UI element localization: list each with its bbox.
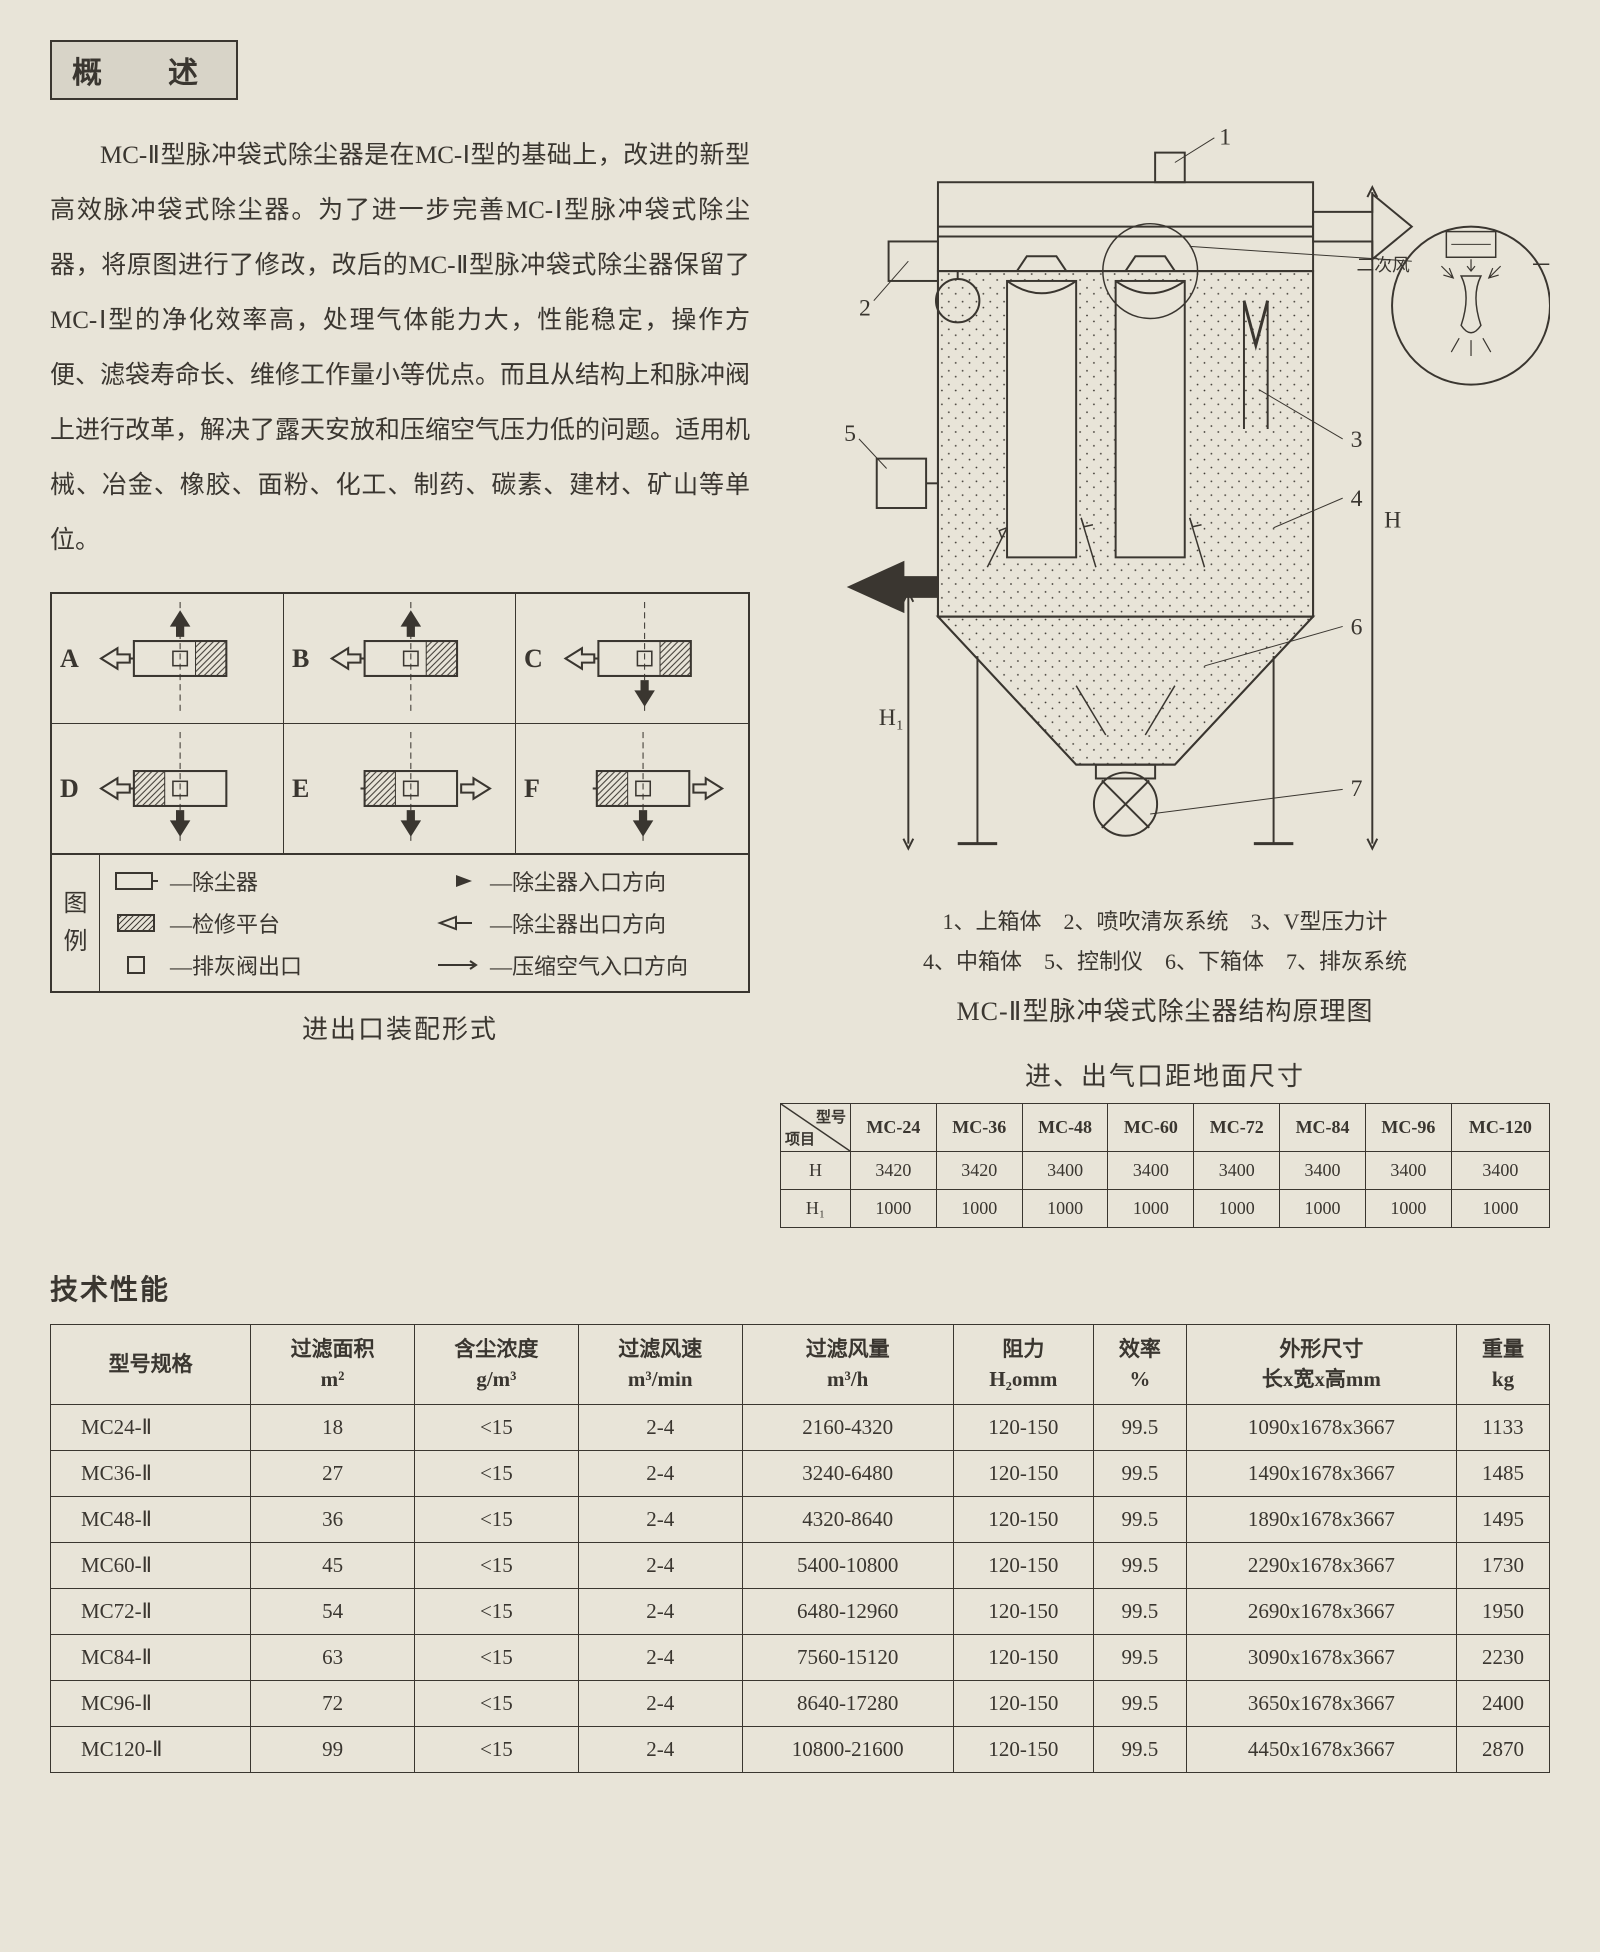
config-caption: 进出口装配形式	[50, 1009, 750, 1046]
tech-table: 型号规格过滤面积m²含尘浓度g/m³过滤风速m³/min过滤风量m³/h阻力H₂…	[50, 1324, 1550, 1773]
callout-1: 1	[1219, 128, 1231, 151]
legend-item: —除尘器	[114, 865, 414, 897]
dim-col-header: MC-72	[1194, 1104, 1280, 1152]
tech-row: MC36-Ⅱ27<152-43240-6480120-15099.51490x1…	[51, 1450, 1550, 1496]
callout-3: 3	[1351, 427, 1363, 453]
dim-col-header: MC-24	[851, 1104, 937, 1152]
callout-6: 6	[1351, 614, 1363, 640]
config-box: A B C D E F	[50, 592, 750, 993]
legend-item: —排灰阀出口	[114, 949, 414, 981]
dim-col-header: MC-96	[1365, 1104, 1451, 1152]
dim-H: H	[1384, 508, 1401, 534]
tech-title: 技术性能	[50, 1268, 1550, 1308]
tech-col-header: 过滤风速m³/min	[578, 1325, 742, 1405]
tech-row: MC48-Ⅱ36<152-44320-8640120-15099.51890x1…	[51, 1496, 1550, 1542]
dim-row: H₁10001000100010001000100010001000	[781, 1190, 1550, 1228]
inset-label-left: 二次风	[1357, 255, 1411, 275]
config-cell-C: C	[516, 594, 748, 724]
callout-4: 4	[1351, 486, 1363, 512]
tech-row: MC72-Ⅱ54<152-46480-12960120-15099.52690x…	[51, 1588, 1550, 1634]
legend-item: —除尘器入口方向	[434, 865, 734, 897]
dim-col-header: MC-48	[1022, 1104, 1108, 1152]
tech-row: MC84-Ⅱ63<152-47560-15120120-15099.53090x…	[51, 1634, 1550, 1680]
dim-table-title: 进、出气口距地面尺寸	[780, 1056, 1550, 1093]
tech-row: MC120-Ⅱ99<152-410800-21600120-15099.5445…	[51, 1726, 1550, 1772]
config-cell-A: A	[52, 594, 284, 724]
dim-col-header: MC-60	[1108, 1104, 1194, 1152]
tech-col-header: 过滤风量m³/h	[742, 1325, 953, 1405]
tech-row: MC96-Ⅱ72<152-48640-17280120-15099.53650x…	[51, 1680, 1550, 1726]
tech-row: MC60-Ⅱ45<152-45400-10800120-15099.52290x…	[51, 1542, 1550, 1588]
tech-col-header: 型号规格	[51, 1325, 251, 1405]
dim-H1: H₁	[879, 705, 904, 731]
dim-col-header: MC-84	[1280, 1104, 1366, 1152]
overview-body: MC-Ⅱ型脉冲袋式除尘器是在MC-Ⅰ型的基础上，改进的新型高效脉冲袋式除尘器。为…	[50, 128, 750, 568]
callout-5: 5	[844, 421, 856, 447]
dim-table: 型号 项目 MC-24MC-36MC-48MC-60MC-72MC-84MC-9…	[780, 1103, 1550, 1228]
overview-title: 概 述	[50, 40, 238, 100]
tech-col-header: 外形尺寸长x宽x高mm	[1186, 1325, 1456, 1405]
legend-item: —除尘器出口方向	[434, 907, 734, 939]
tech-col-header: 重量kg	[1457, 1325, 1550, 1405]
callout-7: 7	[1351, 776, 1363, 802]
tech-col-header: 过滤面积m²	[251, 1325, 415, 1405]
config-cell-D: D	[52, 724, 284, 854]
config-cell-B: B	[284, 594, 516, 724]
legend-item: —检修平台	[114, 907, 414, 939]
tech-row: MC24-Ⅱ18<152-42160-4320120-15099.51090x1…	[51, 1404, 1550, 1450]
inset-label-right: 一次风	[1532, 255, 1550, 275]
diagram-caption: MC-Ⅱ型脉冲袋式除尘器结构原理图	[780, 991, 1550, 1028]
dim-col-header: MC-120	[1451, 1104, 1549, 1152]
callout-2: 2	[859, 296, 871, 322]
tech-col-header: 效率%	[1093, 1325, 1186, 1405]
legend-header: 图例	[52, 855, 100, 991]
legend-item: —压缩空气入口方向	[434, 949, 734, 981]
config-cell-F: F	[516, 724, 748, 854]
dim-col-header: MC-36	[936, 1104, 1022, 1152]
structure-diagram: 二次风 一次风 1 2 3 4 5 6 7 H H₁	[780, 128, 1550, 888]
tech-col-header: 含尘浓度g/m³	[414, 1325, 578, 1405]
tech-col-header: 阻力H₂omm	[953, 1325, 1093, 1405]
dim-row: H34203420340034003400340034003400	[781, 1152, 1550, 1190]
config-cell-E: E	[284, 724, 516, 854]
parts-legend: 1、上箱体 2、喷吹清灰系统 3、V型压力计 4、中箱体 5、控制仪 6、下箱体…	[780, 902, 1550, 981]
